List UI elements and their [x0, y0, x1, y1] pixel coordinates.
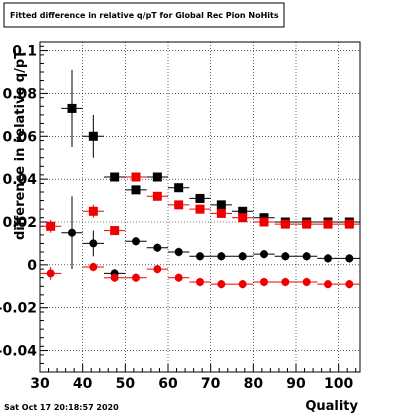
data-point-circle [238, 252, 247, 261]
data-point-circle [132, 237, 140, 246]
data-point-square [238, 213, 248, 223]
data-point-square [174, 200, 184, 210]
data-point-square [88, 131, 98, 141]
data-point-circle [345, 280, 354, 289]
data-point-circle [46, 269, 55, 278]
y-tick-label: 0.02 [2, 215, 37, 231]
data-point-circle [238, 280, 247, 289]
x-tick-label: 50 [116, 376, 136, 392]
data-point-circle [153, 265, 162, 274]
x-tick-label: 80 [244, 376, 264, 392]
y-axis-label: difference in relative q/pT [13, 50, 28, 240]
data-point-square [195, 204, 205, 214]
y-tick-label: -0.02 [0, 301, 37, 317]
y-tick-label: 0.06 [2, 129, 37, 145]
axes: 30 40 50 60 70 80 90 100 0.1 0.08 0.06 0.04 0.02 0 -0.… [0, 44, 357, 392]
x-tick-label: 90 [286, 376, 306, 392]
data-point-square [344, 219, 354, 229]
data-point-circle [196, 252, 204, 261]
x-tick-label: 40 [73, 376, 93, 392]
y-tick-label: 0.08 [2, 86, 37, 102]
data-point-square [46, 221, 56, 231]
data-point-circle [302, 278, 311, 286]
data-point-square [152, 172, 162, 182]
y-tick-label: 0.04 [2, 172, 37, 188]
data-point-circle [174, 273, 183, 282]
data-point-circle [324, 280, 332, 289]
data-marks [40, 69, 360, 289]
data-point-circle [345, 254, 354, 263]
data-point-circle [110, 273, 119, 282]
data-point-circle [281, 278, 290, 286]
data-point-circle [281, 252, 290, 261]
data-point-square [152, 191, 162, 201]
data-point-circle [260, 278, 268, 286]
data-point-square [259, 217, 269, 227]
data-point-circle [89, 263, 98, 271]
data-point-circle [89, 239, 98, 248]
data-point-square [323, 219, 333, 229]
grid [39, 42, 360, 372]
y-tick-label: -0.04 [0, 344, 37, 360]
series-3 [61, 196, 360, 278]
data-point-square [110, 172, 120, 182]
data-point-square [280, 219, 290, 229]
series-2 [40, 172, 360, 236]
data-point-circle [302, 252, 311, 261]
x-tick-label: 30 [30, 376, 50, 392]
data-point-square [110, 226, 120, 236]
data-point-circle [324, 254, 332, 263]
series-4 [40, 262, 360, 289]
data-point-square [67, 103, 77, 113]
data-point-circle [217, 280, 226, 289]
x-tick-label: 100 [324, 376, 353, 392]
data-point-circle [68, 228, 76, 237]
data-point-square [131, 185, 141, 195]
title-box: Fitted difference in relative q/pT for G… [3, 2, 285, 28]
data-point-circle [217, 252, 226, 261]
data-point-square [238, 206, 248, 216]
data-point-circle [153, 243, 162, 252]
data-point-square [302, 219, 312, 229]
x-tick-label: 70 [201, 376, 221, 392]
x-axis-label: Quality [305, 399, 358, 414]
chart-title: Fitted difference in relative q/pT for G… [10, 11, 279, 20]
y-tick-label: 0 [27, 258, 37, 274]
data-point-square [88, 206, 98, 216]
data-point-square [195, 193, 205, 203]
data-point-square [174, 183, 184, 193]
x-tick-label: 60 [158, 376, 178, 392]
data-point-circle [174, 248, 183, 256]
data-point-square [216, 200, 226, 210]
data-point-circle [260, 250, 268, 259]
data-point-circle [196, 278, 204, 286]
data-point-square [216, 208, 226, 218]
title-frame [3, 2, 285, 28]
y-tick-label: 0.1 [12, 44, 37, 60]
data-point-square [131, 172, 141, 182]
data-point-circle [132, 273, 140, 282]
timestamp: Sat Oct 17 20:18:57 2020 [4, 403, 119, 412]
